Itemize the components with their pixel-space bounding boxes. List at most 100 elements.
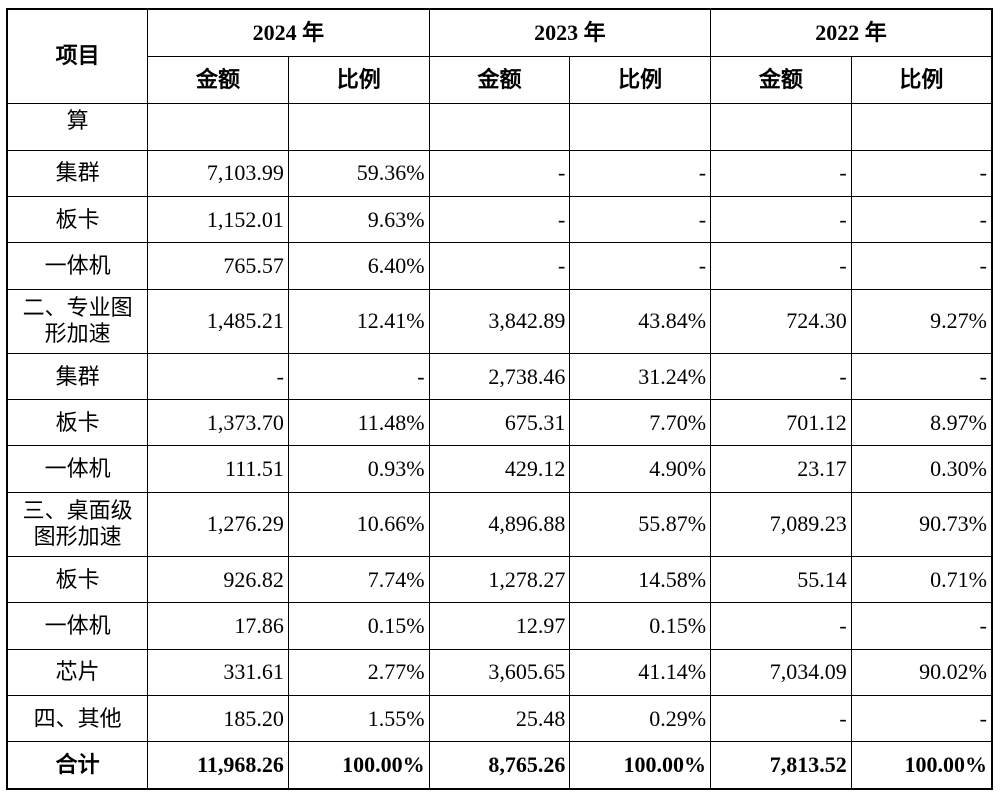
- amount-cell: 55.14: [710, 556, 852, 604]
- total-amount-cell: 7,813.52: [710, 741, 852, 790]
- amount-cell: 1,373.70: [147, 399, 289, 447]
- ratio-cell: 14.58%: [569, 556, 712, 604]
- row-item-label: 三、桌面级图形加速: [6, 491, 149, 558]
- table-row: 集群 - -2,738.46 31.24% - -: [6, 352, 993, 401]
- ratio-cell: 41.14%: [569, 648, 712, 696]
- ratio-cell: 2.77%: [287, 648, 430, 696]
- table-row: 板卡 1,373.70 11.48% 675.31 7.70% 701.12 8.97%: [6, 399, 993, 447]
- ratio-cell: -: [287, 352, 430, 401]
- revenue-table: 项目 2024 年 2023 年 2022 年 金额 比例 金额 比例 金额 比…: [6, 8, 993, 790]
- ratio-cell: -: [569, 242, 712, 290]
- ratio-cell: 1.55%: [287, 694, 430, 743]
- ratio-cell: 9.27%: [850, 288, 993, 354]
- total-row: 合计 11,968.26 100.00% 8,765.26 100.00% 7,813.5…: [6, 741, 993, 790]
- row-item-label: 一体机: [6, 242, 149, 290]
- total-label: 合计: [6, 741, 149, 790]
- ratio-cell: -: [850, 242, 993, 290]
- table-row: 三、桌面级图形加速 1,276.29 10.66% 4,896.88 55.87% 7,0…: [6, 491, 993, 558]
- total-ratio-cell: 100.00%: [287, 741, 430, 790]
- ratio-cell: 43.84%: [569, 288, 712, 354]
- amount-cell: -: [710, 242, 852, 290]
- row-item-label: 芯片: [6, 648, 149, 696]
- amount-cell: 7,089.23: [710, 491, 852, 558]
- ratio-cell: 0.29%: [569, 694, 712, 743]
- total-amount-cell: 8,765.26: [428, 741, 571, 790]
- ratio-cell: 55.87%: [569, 491, 712, 558]
- header-row-years: 项目 2024 年 2023 年 2022 年: [6, 8, 993, 104]
- row-item-label: 板卡: [6, 196, 149, 244]
- row-item-label: 算: [6, 102, 149, 151]
- amount-cell: -: [710, 694, 852, 743]
- ratio-cell: 8.97%: [850, 399, 993, 447]
- ratio-cell: -: [569, 196, 712, 244]
- header-row-metrics: 金额 比例 金额 比例 金额 比例: [7, 55, 993, 104]
- amount-cell: 675.31: [428, 399, 571, 447]
- ratio-cell: [569, 102, 712, 151]
- ratio-cell: 0.30%: [850, 445, 993, 493]
- ratio-cell: 0.15%: [569, 602, 712, 650]
- row-item-label: 集群: [6, 352, 149, 401]
- header-amount: 金额: [428, 55, 571, 104]
- table-row: 板卡 1,152.01 9.63% - - - -: [6, 196, 993, 244]
- ratio-cell: -: [569, 149, 712, 198]
- amount-cell: -: [710, 602, 852, 650]
- header-item: 项目: [6, 8, 149, 104]
- ratio-cell: -: [850, 602, 993, 650]
- ratio-cell: 9.63%: [287, 196, 430, 244]
- header-year-2023: 2023 年: [428, 8, 712, 57]
- ratio-cell: 4.90%: [569, 445, 712, 493]
- ratio-cell: 6.40%: [287, 242, 430, 290]
- amount-cell: 1,276.29: [147, 491, 289, 558]
- row-item-label: 一体机: [6, 602, 149, 650]
- amount-cell: 765.57: [147, 242, 289, 290]
- header-amount: 金额: [147, 55, 289, 104]
- amount-cell: 2,738.46: [428, 352, 571, 401]
- table-row: 芯片 331.61 2.77% 3,605.65 41.14% 7,034.09 90.02…: [6, 648, 993, 696]
- total-ratio-cell: 100.00%: [850, 741, 993, 790]
- header-amount: 金额: [710, 55, 852, 104]
- total-ratio-cell: 100.00%: [569, 741, 712, 790]
- row-item-label: 集群: [6, 149, 149, 198]
- ratio-cell: -: [850, 352, 993, 401]
- ratio-cell: 90.73%: [850, 491, 993, 558]
- amount-cell: 7,103.99: [147, 149, 289, 198]
- table-row: 一体机 111.51 0.93% 429.12 4.90% 23.17 0.30%: [6, 445, 993, 493]
- ratio-cell: 59.36%: [287, 149, 430, 198]
- amount-cell: 1,485.21: [147, 288, 289, 354]
- amount-cell: -: [710, 149, 852, 198]
- table-row: 一体机 17.86 0.15% 12.97 0.15% - -: [6, 602, 993, 650]
- amount-cell: [428, 102, 571, 151]
- row-item-label: 二、专业图形加速: [6, 288, 149, 354]
- amount-cell: -: [428, 242, 571, 290]
- table-row: 一体机 765.57 6.40% - - - -: [6, 242, 993, 290]
- amount-cell: 701.12: [710, 399, 852, 447]
- amount-cell: 724.30: [710, 288, 852, 354]
- amount-cell: 1,152.01: [147, 196, 289, 244]
- amount-cell: [710, 102, 852, 151]
- header-ratio: 比例: [287, 55, 430, 104]
- amount-cell: 7,034.09: [710, 648, 852, 696]
- ratio-cell: [850, 102, 993, 151]
- header-year-2022: 2022 年: [710, 8, 993, 57]
- ratio-cell: -: [850, 149, 993, 198]
- ratio-cell: -: [850, 196, 993, 244]
- amount-cell: 111.51: [147, 445, 289, 493]
- ratio-cell: -: [850, 694, 993, 743]
- amount-cell: -: [710, 196, 852, 244]
- amount-cell: 185.20: [147, 694, 289, 743]
- amount-cell: -: [428, 149, 571, 198]
- header-ratio: 比例: [850, 55, 993, 104]
- ratio-cell: 0.93%: [287, 445, 430, 493]
- ratio-cell: 90.02%: [850, 648, 993, 696]
- header-ratio: 比例: [569, 55, 712, 104]
- ratio-cell: [287, 102, 430, 151]
- ratio-cell: 31.24%: [569, 352, 712, 401]
- amount-cell: 4,896.88: [428, 491, 571, 558]
- amount-cell: 3,605.65: [428, 648, 571, 696]
- table-row: 集群 7,103.99 59.36% - - - -: [6, 149, 993, 198]
- table-row: 四、其他 185.20 1.55% 25.48 0.29% - -: [6, 694, 993, 743]
- amount-cell: -: [428, 196, 571, 244]
- header-year-2024: 2024 年: [147, 8, 430, 57]
- ratio-cell: 11.48%: [287, 399, 430, 447]
- ratio-cell: 12.41%: [287, 288, 430, 354]
